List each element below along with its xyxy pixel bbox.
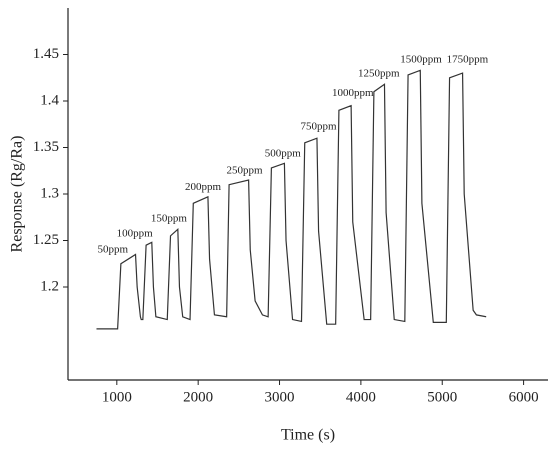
annotation: 250ppm <box>227 164 264 176</box>
annotation: 200ppm <box>185 181 222 193</box>
y-tick-label: 1.3 <box>40 185 59 201</box>
x-tick-label: 6000 <box>509 389 539 405</box>
y-tick-label: 1.2 <box>40 278 59 294</box>
annotation: 1000ppm <box>332 87 374 99</box>
y-tick-label: 1.25 <box>33 232 59 248</box>
x-tick-label: 3000 <box>265 389 295 405</box>
line <box>96 69 487 330</box>
y-tick-label: 1.4 <box>40 92 59 108</box>
annotation: 1500ppm <box>400 54 442 66</box>
x-tick-label: 2000 <box>183 389 213 405</box>
y-tick-label: 1.35 <box>33 139 59 155</box>
annotation: 750ppm <box>301 121 338 133</box>
annotation: 50ppm <box>97 243 128 255</box>
y-axis-label: Response (Rg/Ra) <box>9 136 26 253</box>
y-tick-label: 1.45 <box>33 46 59 62</box>
annotation: 100ppm <box>117 228 154 240</box>
x-tick-label: 1000 <box>102 389 132 405</box>
x-tick-label: 5000 <box>427 389 457 405</box>
x-tick-label: 4000 <box>346 389 376 405</box>
x-axis-label: Time (s) <box>281 427 335 444</box>
annotation: 150ppm <box>151 213 188 225</box>
annotation: 1250ppm <box>358 68 400 80</box>
annotation: 1750ppm <box>447 54 489 66</box>
annotation: 500ppm <box>265 148 302 160</box>
